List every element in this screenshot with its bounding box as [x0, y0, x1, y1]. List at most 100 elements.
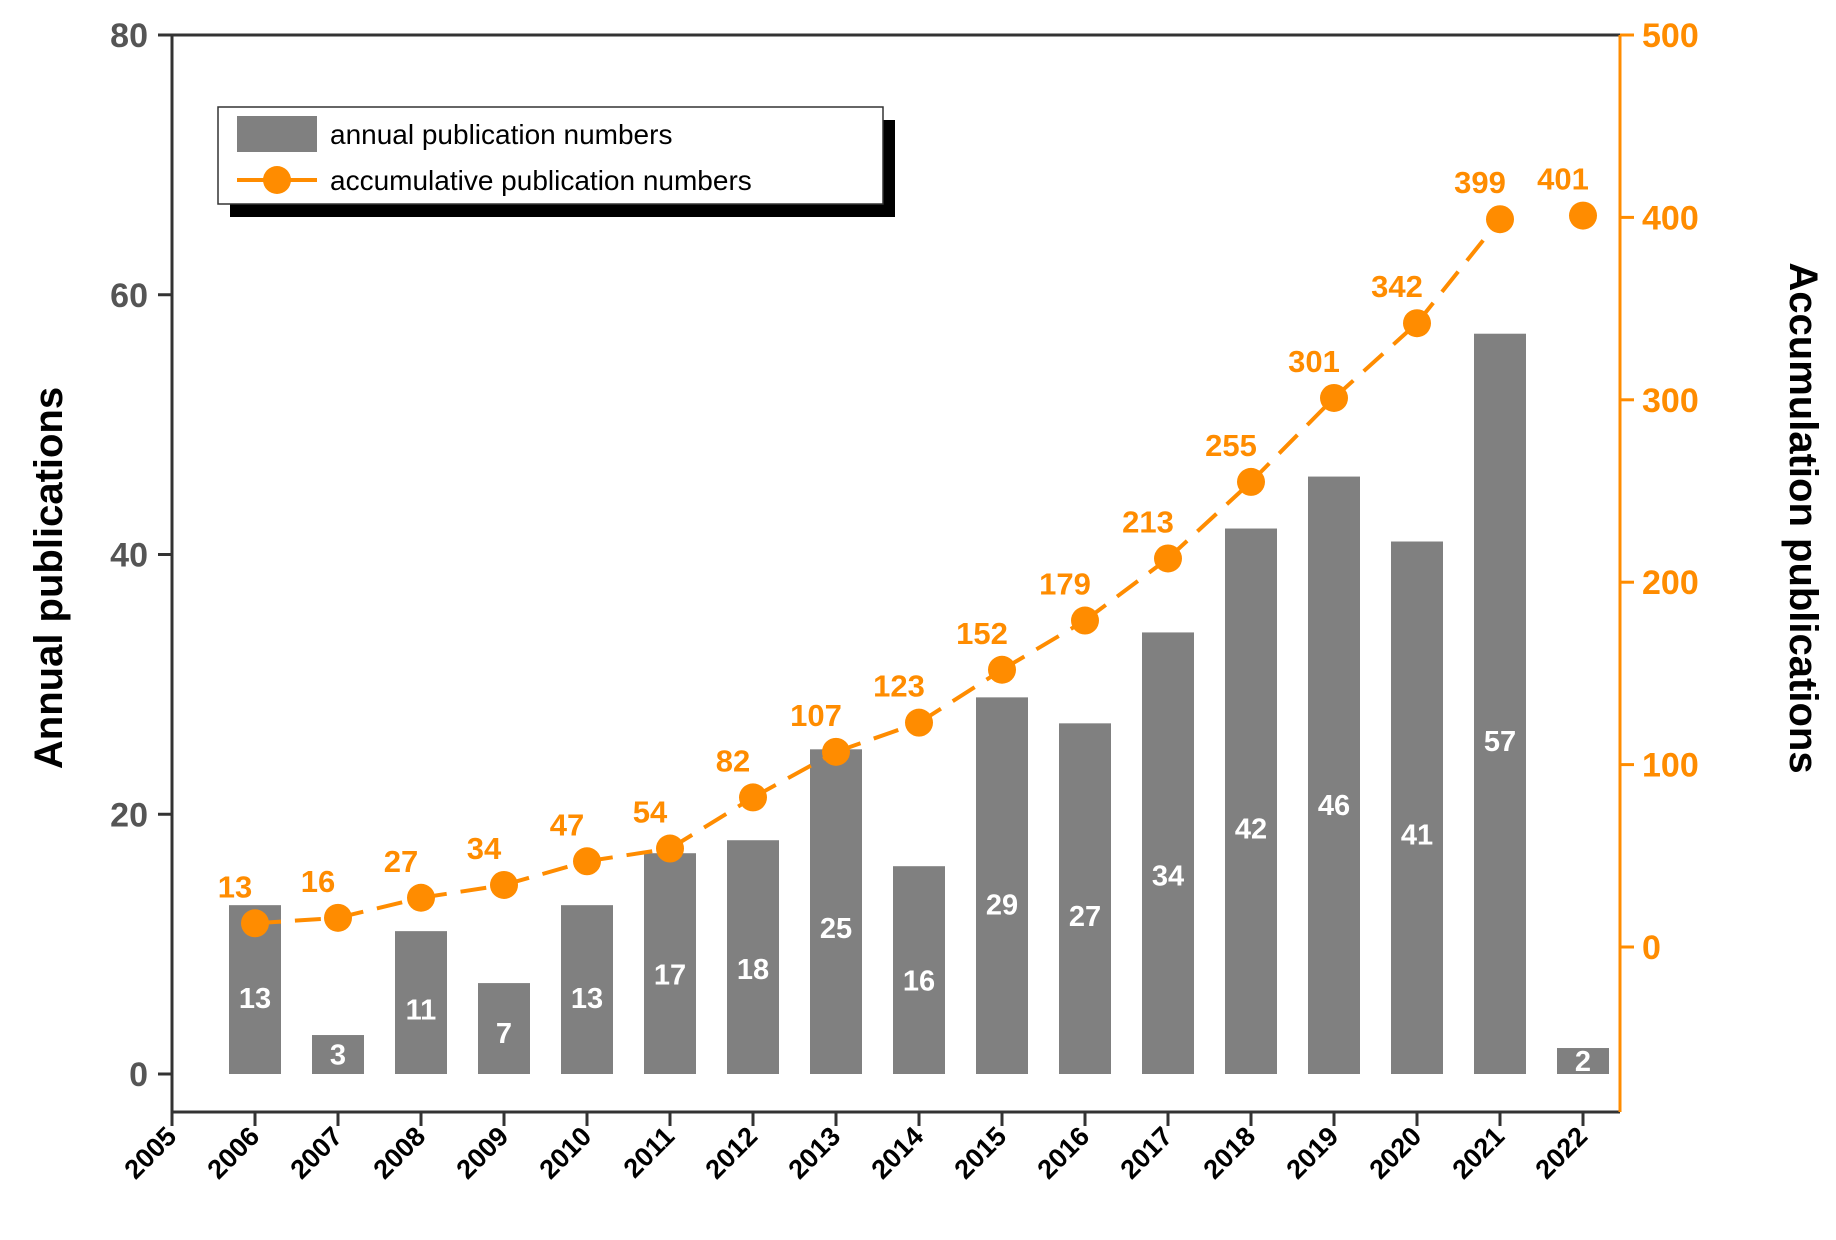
bar — [561, 905, 613, 1074]
plot-area: 0 20 40 60 80 0 100 200 300 400 500 2005 2006 2007 200… — [27, 17, 1825, 1185]
cumulative-value-label: 213 — [1122, 504, 1174, 539]
cumulative-line-segment — [1415, 217, 1502, 325]
cumulative-value-label: 107 — [790, 698, 842, 733]
cumulative-point — [905, 708, 933, 737]
cumulative-value-label: 47 — [550, 807, 584, 842]
x-tick-label: 2010 — [534, 1121, 598, 1185]
cumulative-point — [656, 834, 684, 863]
cumulative-point — [407, 883, 435, 912]
bar-value-label: 42 — [1235, 814, 1267, 846]
x-tick-label: 2018 — [1198, 1121, 1262, 1185]
cumulative-value-label: 123 — [873, 669, 925, 704]
left-axis-title: Annual publications — [27, 387, 71, 769]
left-tick-label: 0 — [129, 1056, 148, 1094]
cumulative-point — [1486, 205, 1514, 234]
cumulative-line-segment — [752, 750, 837, 800]
cumulative-value-label: 34 — [467, 831, 502, 866]
cumulative-point — [241, 909, 269, 938]
cumulative-value-label: 27 — [384, 844, 418, 879]
x-tick-label: 2012 — [700, 1121, 764, 1185]
cumulative-point — [1403, 309, 1431, 338]
bar-value-label: 46 — [1318, 790, 1350, 822]
cumulative-line-segment — [835, 720, 920, 754]
right-tick-label: 200 — [1642, 564, 1699, 602]
cumulative-line-segment — [668, 795, 755, 851]
right-axis-title: Accumulation publications — [1781, 262, 1825, 773]
x-tick-label: 2007 — [285, 1121, 349, 1185]
x-tick-label: 2017 — [1115, 1121, 1179, 1185]
left-tick-label: 40 — [110, 537, 148, 575]
cumulative-line-segment — [1249, 396, 1336, 484]
cumulative-line-segment — [917, 668, 1004, 725]
bar-value-label: 17 — [654, 960, 686, 992]
bar — [644, 853, 696, 1074]
bar-value-label: 11 — [406, 995, 437, 1027]
right-tick-label: 400 — [1642, 199, 1699, 237]
x-tick-label: 2005 — [119, 1121, 183, 1185]
cumulative-point — [739, 783, 767, 812]
bar — [395, 931, 447, 1074]
right-tick-label: 0 — [1642, 929, 1661, 967]
bar — [976, 697, 1028, 1074]
legend-bar-swatch — [237, 116, 317, 152]
right-tick-label: 300 — [1642, 382, 1699, 420]
cumulative-line-segment — [1166, 480, 1253, 560]
bar-value-label: 13 — [571, 983, 603, 1015]
x-tick-label: 2008 — [368, 1121, 432, 1185]
bar — [810, 749, 862, 1074]
bar-value-label: 18 — [737, 954, 769, 986]
bar-value-label: 7 — [496, 1018, 512, 1050]
bar-value-label: 34 — [1152, 860, 1184, 892]
legend-point-swatch — [263, 166, 291, 194]
cumulative-line-segment — [1083, 556, 1170, 623]
cumulative-value-label: 54 — [633, 795, 668, 830]
cumulative-value-label: 179 — [1039, 567, 1091, 602]
legend-label-line: accumulative publication numbers — [330, 165, 752, 196]
x-tick-label: 2022 — [1530, 1121, 1594, 1185]
bar-value-label: 2 — [1575, 1046, 1591, 1078]
x-tick-label: 2006 — [202, 1121, 266, 1185]
cumulative-point — [822, 737, 850, 766]
cumulative-line-segment — [1332, 321, 1419, 400]
bar — [1059, 723, 1111, 1074]
legend: annual publication numbers accumulative p… — [217, 106, 895, 217]
x-tick-label: 2009 — [451, 1121, 515, 1185]
cumulative-value-label: 342 — [1371, 269, 1423, 304]
x-tick-label: 2019 — [1281, 1121, 1345, 1185]
cumulative-point — [490, 870, 518, 899]
cumulative-value-label: 13 — [218, 869, 252, 904]
x-tick-label: 2020 — [1364, 1121, 1428, 1185]
cumulative-point — [1320, 383, 1348, 412]
bar — [1557, 1048, 1609, 1074]
cumulative-point — [1569, 201, 1597, 230]
x-tick-label: 2011 — [618, 1121, 681, 1184]
cumulative-line-segment — [1000, 618, 1087, 672]
cumulative-value-label: 399 — [1454, 165, 1506, 200]
cumulative-value-label: 16 — [301, 864, 335, 899]
x-tick-label: 2016 — [1032, 1121, 1096, 1185]
cumulative-point — [988, 655, 1016, 684]
bar-value-label: 27 — [1069, 901, 1101, 933]
bar-value-label: 57 — [1484, 726, 1516, 758]
bar — [1225, 528, 1277, 1074]
cumulative-line-segment — [503, 859, 588, 887]
left-tick-label: 20 — [110, 796, 148, 834]
cumulative-point — [324, 903, 352, 932]
x-tick-label: 2013 — [783, 1121, 847, 1185]
bar-value-label: 25 — [820, 913, 852, 945]
cumulative-point — [1071, 606, 1099, 635]
bar — [1391, 541, 1443, 1074]
cumulative-line-segment — [337, 895, 422, 920]
cumulative-point — [1237, 467, 1265, 496]
bar — [727, 840, 779, 1074]
bar-value-label: 3 — [330, 1040, 346, 1072]
cumulative-point — [573, 847, 601, 876]
cumulative-point — [1154, 544, 1182, 573]
legend-box — [217, 106, 884, 205]
x-tick-label: 2021 — [1447, 1121, 1511, 1185]
right-tick-label: 500 — [1642, 17, 1699, 55]
bar — [1142, 632, 1194, 1074]
bar — [893, 866, 945, 1074]
right-tick-label: 100 — [1642, 747, 1699, 785]
